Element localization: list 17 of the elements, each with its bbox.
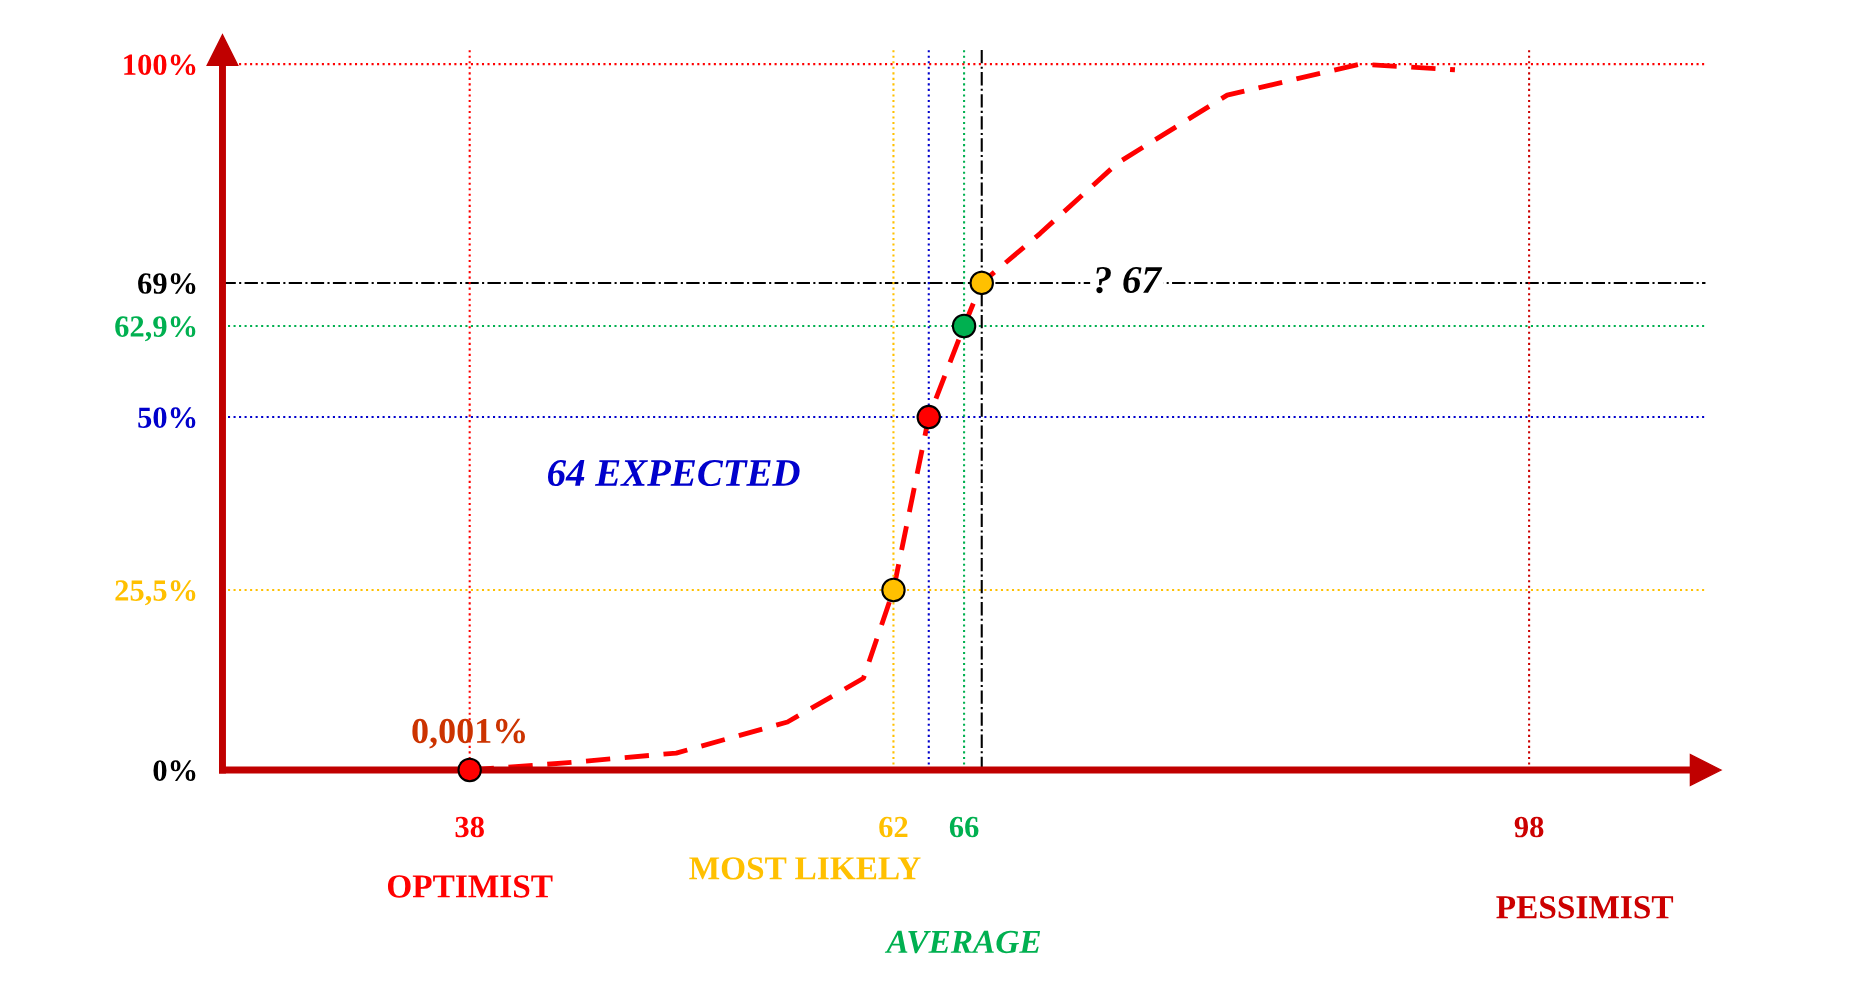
y-tick-label: 0% [153,760,196,781]
x-tick-label: 98 [1514,816,1544,838]
annotation: 0,001% [412,718,525,749]
x-tick-label: 62 [879,816,908,838]
y-tick-label: 100% [124,54,196,76]
x-tick-label: 38 [455,816,484,838]
y-tick-label: 62,9% [115,316,196,342]
y-tick-label: 50% [138,407,196,429]
x-tick-label: 66 [949,816,979,838]
ref-line-label: MOST LIKELY [689,857,921,880]
ref-line-label: ? 67 [1096,266,1163,294]
y-tick-label: 25,5% [115,580,196,606]
ref-line-label: 64 EXPECTED [547,459,800,487]
ref-line-label: OPTIMIST [387,875,553,898]
y-tick-label: 69% [138,273,196,294]
ref-line-label: PESSIMIST [1496,896,1674,919]
ref-line-label: AVERAGE [884,930,1041,954]
